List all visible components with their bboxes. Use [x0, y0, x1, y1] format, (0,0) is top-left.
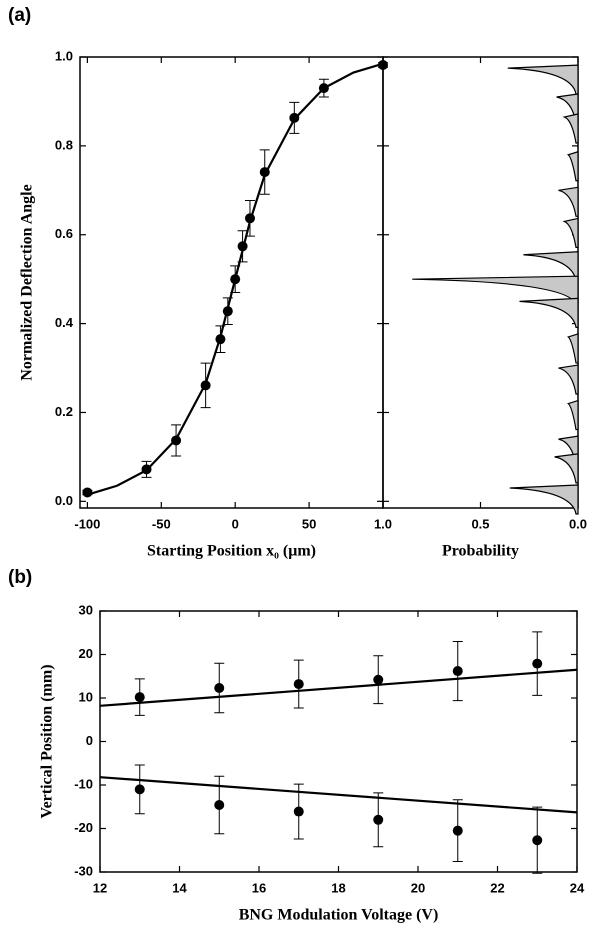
data-point — [373, 814, 384, 825]
data-point — [171, 435, 182, 446]
data-point — [134, 692, 145, 703]
y-tick-label: 30 — [79, 602, 93, 617]
data-point — [289, 112, 300, 123]
x-tick-label: 12 — [93, 880, 107, 895]
data-point — [373, 674, 384, 685]
x-tick-label: 0.0 — [569, 516, 587, 531]
y-axis-label: Vertical Position (mm) — [39, 664, 56, 818]
panel-label: (b) — [8, 567, 32, 588]
data-point — [532, 835, 543, 846]
x-axis-label: Probability — [442, 543, 519, 560]
probability-peak — [558, 364, 579, 395]
fit-line — [99, 776, 578, 814]
x-axis-label: BNG Modulation Voltage (V) — [239, 907, 439, 924]
x-tick-label: 24 — [570, 880, 585, 895]
probability-peak — [566, 150, 579, 182]
data-point — [452, 666, 463, 677]
y-tick-label: 10 — [79, 689, 93, 704]
y-tick-label: 0.0 — [55, 493, 73, 508]
data-point — [82, 487, 93, 498]
y-tick-label: 1.0 — [55, 48, 73, 63]
probability-peak — [554, 453, 579, 484]
data-point — [237, 241, 248, 252]
x-tick-label: 0 — [232, 516, 239, 531]
data-point — [293, 806, 304, 817]
y-tick-label: -20 — [74, 820, 93, 835]
data-point — [532, 658, 543, 669]
data-point — [244, 213, 255, 224]
y-tick-label: 0.8 — [55, 137, 73, 152]
x-tick-label: 22 — [490, 880, 504, 895]
x-tick-label: 0.5 — [471, 516, 489, 531]
probability-peak — [509, 484, 579, 515]
probability-peak — [566, 399, 579, 431]
probability-peak — [562, 113, 579, 144]
y-tick-label: 0.6 — [55, 226, 73, 241]
fit-line — [99, 668, 578, 707]
x-tick-label: 20 — [411, 880, 425, 895]
probability-peak — [519, 297, 579, 328]
x-tick-label: 16 — [252, 880, 266, 895]
y-tick-label: -10 — [74, 776, 93, 791]
data-point — [215, 334, 226, 345]
plot-frame — [99, 610, 578, 873]
y-tick-label: 20 — [79, 646, 93, 661]
probability-peak — [566, 333, 579, 364]
y-tick-label: 0.2 — [55, 404, 73, 419]
probability-peak — [562, 217, 579, 249]
x-tick-label: -100 — [74, 516, 100, 531]
x-tick-label: 14 — [172, 880, 187, 895]
probability-peak — [558, 186, 579, 217]
x-axis-label: Starting Position x₀ (μm) — [147, 543, 316, 560]
x-tick-label: 50 — [302, 516, 316, 531]
data-point — [222, 306, 233, 317]
data-point — [214, 682, 225, 693]
probability-peak — [507, 64, 579, 95]
data-point — [259, 167, 270, 178]
x-tick-label: 18 — [331, 880, 345, 895]
x-tick-label: 1.0 — [374, 516, 392, 531]
data-point — [230, 274, 241, 285]
y-tick-label: -30 — [74, 863, 93, 878]
data-point — [134, 784, 145, 795]
y-tick-label: 0.4 — [55, 315, 74, 330]
data-point — [452, 825, 463, 836]
data-point — [214, 800, 225, 811]
data-point — [318, 83, 329, 94]
data-point — [200, 380, 211, 391]
panel-label: (a) — [8, 5, 31, 26]
y-tick-label: 0 — [86, 733, 93, 748]
x-tick-label: -50 — [152, 516, 171, 531]
data-point — [293, 679, 304, 690]
data-point — [141, 464, 152, 475]
y-axis-label: Normalized Deflection Angle — [19, 184, 36, 380]
